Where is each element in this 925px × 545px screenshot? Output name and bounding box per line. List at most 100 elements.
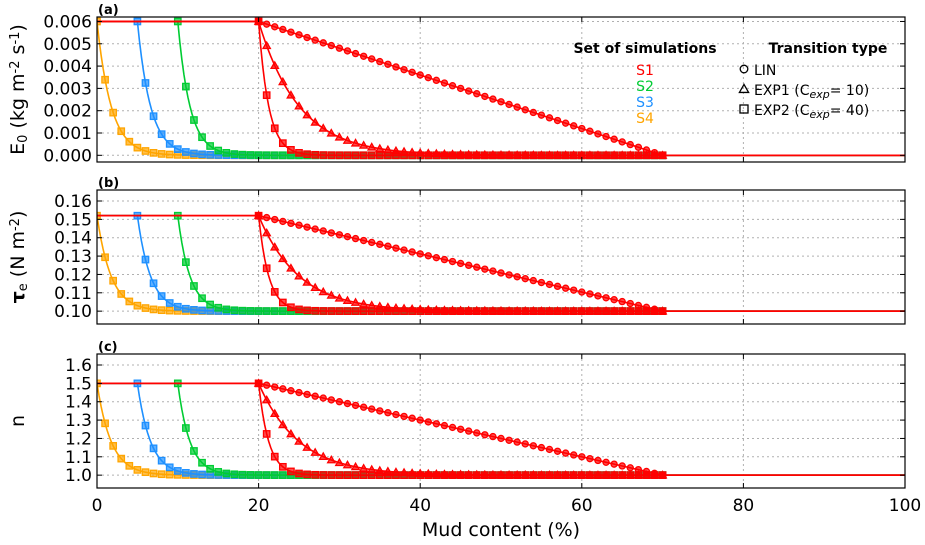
data-point-S1-LIN (400, 412, 408, 421)
data-point-S1-EXP1 (391, 302, 401, 312)
data-point-S1-LIN (505, 100, 513, 109)
data-point-S3-EXP2 (141, 255, 150, 264)
series-line-S1-LIN (97, 382, 905, 476)
data-point-S4-EXP2 (109, 108, 118, 117)
data-point-S1-EXP1 (310, 282, 320, 292)
legend-transition-label: LIN (754, 63, 776, 79)
series-line-S4-EXP2 (97, 215, 905, 312)
data-point-S1-LIN (513, 438, 521, 446)
data-point-S1-EXP1 (294, 101, 304, 110)
y-axis-label-part: τ (7, 291, 29, 303)
data-point-S1-LIN (400, 65, 408, 74)
data-point-S1-LIN (376, 57, 384, 66)
data-point-S1-LIN (335, 44, 344, 52)
data-point-S1-LIN (311, 36, 319, 44)
data-point-S1-EXP2 (351, 471, 360, 479)
legend-transition-text: LIN (754, 63, 776, 79)
data-point-S1-EXP1 (455, 149, 466, 158)
data-point-S1-EXP2 (278, 139, 287, 148)
data-point-S1-LIN (481, 92, 489, 101)
data-point-S1-LIN (570, 122, 578, 130)
data-point-S1-EXP1 (278, 253, 288, 263)
data-point-S1-LIN (440, 421, 449, 430)
legend-transition-sub: exp (809, 88, 829, 101)
data-point-S4-EXP2 (125, 137, 134, 146)
data-point-S1-LIN (473, 263, 481, 271)
data-point-S1-LIN (658, 151, 667, 159)
data-point-S1-LIN (529, 442, 538, 450)
data-point-S1-EXP1 (415, 468, 426, 477)
y-tick-label: 0.005 (43, 35, 92, 55)
data-point-S1-LIN (384, 409, 392, 417)
data-point-S3-EXP2 (149, 444, 158, 453)
data-point-S1-EXP1 (431, 304, 442, 314)
data-point-S4-EXP2 (141, 304, 150, 312)
data-point-S4-EXP2 (117, 454, 126, 463)
data-point-S1-EXP1 (544, 470, 555, 479)
data-point-S1-EXP1 (358, 140, 369, 149)
data-point-S2-EXP2 (222, 305, 231, 314)
data-point-S4-EXP2 (101, 419, 109, 428)
y-axis-label-part: ) (7, 211, 29, 218)
data-point-S1-EXP1 (383, 144, 393, 154)
data-point-S2-EXP2 (206, 464, 214, 473)
data-point-S1-EXP1 (286, 263, 296, 272)
y-tick-label: 1.1 (65, 448, 92, 468)
data-point-S1-EXP1 (374, 465, 385, 474)
data-point-S3-EXP2 (198, 470, 206, 479)
data-point-S1-EXP1 (480, 149, 490, 159)
data-point-S4-EXP2 (133, 301, 142, 310)
data-point-S2-EXP2 (182, 424, 190, 432)
y-tick-label: 0.11 (54, 284, 92, 304)
data-point-S3-EXP2 (149, 112, 158, 121)
data-point-S1-LIN (424, 252, 432, 260)
data-point-S3-EXP2 (141, 421, 150, 430)
data-point-S1-EXP1 (269, 408, 280, 418)
data-point-S1-EXP1 (261, 395, 272, 404)
data-point-S1-LIN (489, 432, 497, 441)
data-point-S1-EXP1 (504, 150, 514, 159)
data-point-S1-LIN (537, 443, 546, 452)
data-point-S1-EXP1 (601, 306, 611, 315)
data-point-S1-LIN (440, 255, 449, 264)
data-point-S1-LIN (497, 269, 505, 277)
data-point-S4-EXP2 (109, 442, 118, 450)
data-point-S1-EXP1 (560, 470, 571, 479)
data-point-S1-LIN (456, 84, 465, 93)
data-point-S1-LIN (650, 469, 659, 478)
data-point-S1-EXP1 (528, 150, 539, 159)
data-point-S1-EXP2 (295, 305, 303, 314)
data-point-S4-EXP2 (117, 127, 126, 136)
data-point-S1-LIN (448, 82, 457, 90)
data-point-S1-EXP2 (311, 306, 320, 315)
data-point-S2-EXP2 (214, 303, 223, 312)
data-point-S1-EXP1 (318, 451, 329, 461)
data-point-S1-EXP1 (269, 60, 280, 69)
data-point-S2-EXP2 (262, 307, 271, 315)
data-point-S1-LIN (594, 130, 602, 138)
y-tick-label: 0.003 (43, 79, 92, 99)
data-point-S2-EXP2 (198, 458, 206, 467)
data-point-S3-EXP2 (173, 302, 182, 311)
data-point-S1-EXP1 (609, 150, 619, 159)
data-point-S2-EXP2 (238, 150, 247, 159)
data-point-S1-EXP1 (261, 40, 272, 50)
data-point-S1-LIN (521, 275, 529, 283)
series-line-S1-EXP1 (97, 214, 905, 312)
y-tick-label: 1.5 (65, 374, 92, 394)
panel-1: 0.100.110.120.130.140.150.16 (b) τe (N m-2… (7, 176, 906, 325)
data-point-S3-EXP2 (165, 299, 174, 307)
data-point-S2-EXP2 (214, 146, 223, 155)
data-point-S1-LIN (634, 465, 643, 474)
series-line-S3-EXP2 (97, 382, 905, 476)
data-point-S1-EXP1 (447, 305, 458, 314)
data-point-S3-EXP2 (182, 304, 190, 313)
data-point-S2-EXP2 (182, 258, 190, 266)
data-point-S2-EXP2 (246, 151, 255, 159)
legend-transition-suffix: = 10) (830, 83, 869, 99)
data-point-S1-LIN (327, 41, 336, 50)
data-point-S2-EXP2 (198, 294, 206, 303)
data-point-S1-EXP1 (536, 470, 547, 479)
data-point-S1-EXP1 (334, 457, 345, 467)
